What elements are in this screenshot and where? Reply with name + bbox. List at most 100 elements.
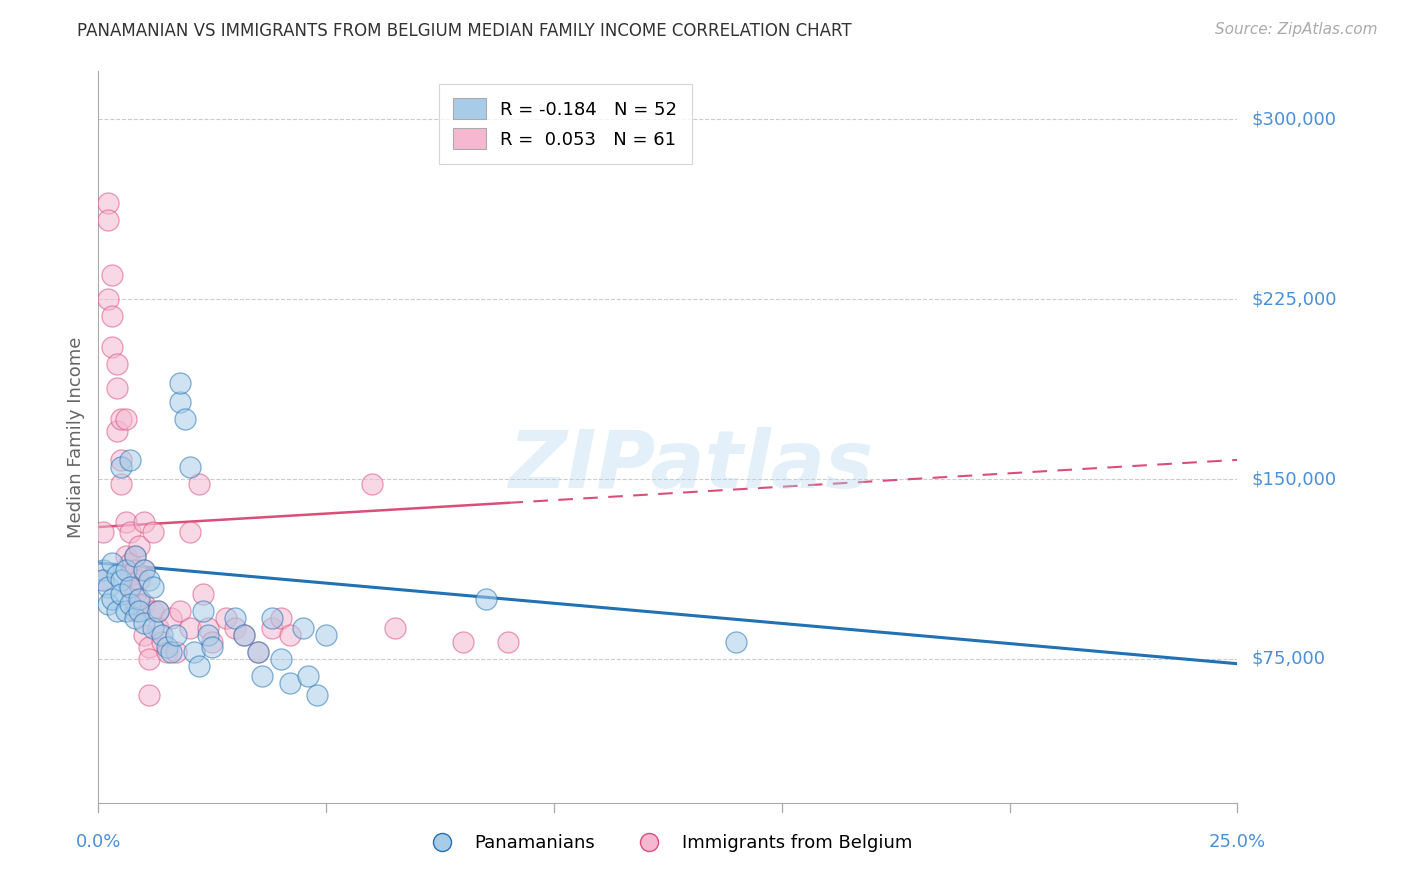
Legend: Panamanians, Immigrants from Belgium: Panamanians, Immigrants from Belgium [416,827,920,860]
Point [315,628,337,642]
Point [120,556,142,570]
Point [101,591,124,606]
Point [120,568,142,582]
Point [124,611,146,625]
Point [146,621,169,635]
Point [146,604,169,618]
Point [124,587,146,601]
Point [91,573,114,587]
Point [307,688,329,702]
Point [120,453,142,467]
Text: 0.0%: 0.0% [76,833,121,851]
Point [114,515,136,529]
Point [128,539,150,553]
Point [124,604,146,618]
Point [142,604,165,618]
Point [150,628,173,642]
Point [270,611,292,625]
Point [201,640,224,654]
Point [114,604,136,618]
Point [160,611,183,625]
Point [215,611,238,625]
Point [110,453,132,467]
Point [165,645,187,659]
Point [233,628,256,642]
Text: $150,000: $150,000 [1251,470,1336,488]
Point [451,635,474,649]
Point [138,573,160,587]
Point [297,669,319,683]
Point [101,556,124,570]
Point [270,652,292,666]
Text: PANAMANIAN VS IMMIGRANTS FROM BELGIUM MEDIAN FAMILY INCOME CORRELATION CHART: PANAMANIAN VS IMMIGRANTS FROM BELGIUM ME… [77,22,852,40]
Point [110,460,132,475]
Text: Source: ZipAtlas.com: Source: ZipAtlas.com [1215,22,1378,37]
Point [278,676,301,690]
Point [187,476,209,491]
Point [169,376,191,391]
Point [174,412,197,426]
Point [114,412,136,426]
Point [160,645,183,659]
Point [224,621,246,635]
Point [187,659,209,673]
Point [193,604,215,618]
Point [142,580,165,594]
Point [169,604,191,618]
Point [193,587,215,601]
Point [246,645,269,659]
Point [179,460,201,475]
Point [105,568,128,582]
Point [292,621,315,635]
Point [498,635,520,649]
Point [138,652,160,666]
Point [128,591,150,606]
Point [120,580,142,594]
Point [474,591,496,606]
Point [91,563,114,577]
Point [138,688,160,702]
Point [183,645,205,659]
Point [150,635,173,649]
Point [179,524,201,539]
Point [252,669,274,683]
Point [169,395,191,409]
Point [260,611,283,625]
Point [197,628,219,642]
Point [156,640,179,654]
Point [179,621,201,635]
Point [91,524,114,539]
Point [128,604,150,618]
Point [96,597,118,611]
Point [120,580,142,594]
Point [384,621,406,635]
Point [96,580,118,594]
Point [165,628,187,642]
Point [146,604,169,618]
Point [201,635,224,649]
Point [105,604,128,618]
Text: 25.0%: 25.0% [1209,833,1265,851]
Text: ZIPatlas: ZIPatlas [508,427,873,506]
Text: $75,000: $75,000 [1251,650,1326,668]
Point [114,549,136,563]
Point [132,563,155,577]
Point [110,476,132,491]
Point [246,645,269,659]
Point [101,340,124,354]
Point [120,597,142,611]
Point [142,524,165,539]
Point [360,476,382,491]
Point [91,573,114,587]
Point [260,621,283,635]
Point [96,292,118,306]
Point [132,597,155,611]
Point [105,381,128,395]
Point [132,615,155,630]
Point [156,645,179,659]
Point [120,524,142,539]
Point [197,621,219,635]
Y-axis label: Median Family Income: Median Family Income [66,336,84,538]
Point [124,549,146,563]
Point [224,611,246,625]
